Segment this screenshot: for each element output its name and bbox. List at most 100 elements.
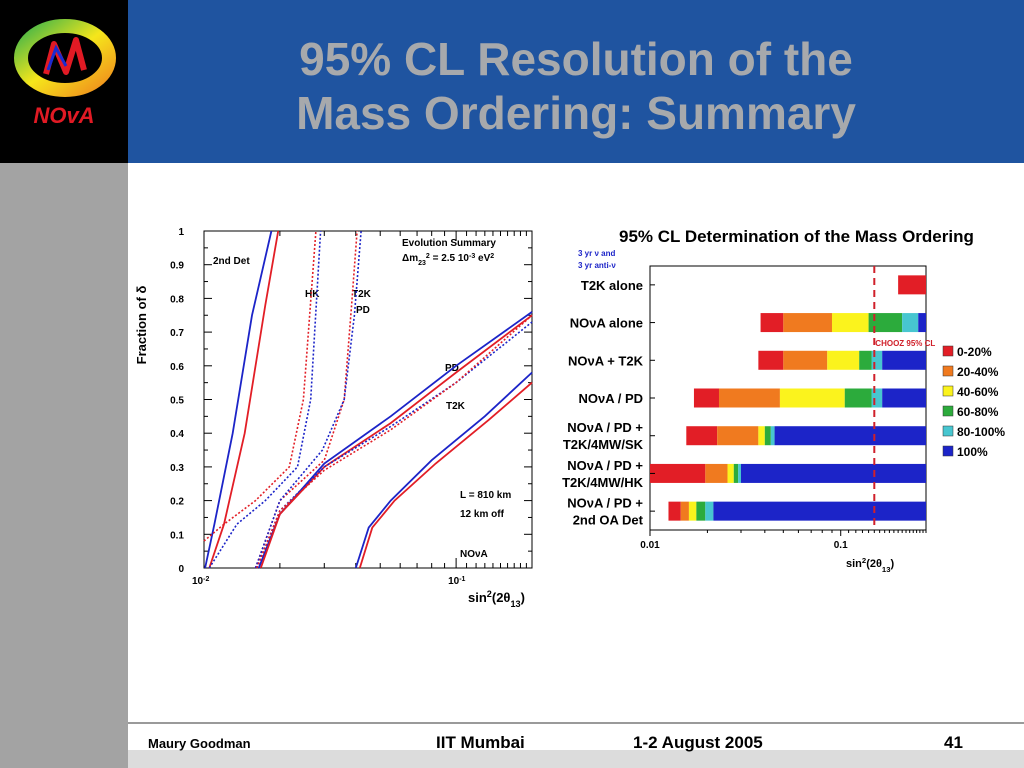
legend-swatch bbox=[942, 445, 954, 457]
row-label: 2nd OA Det bbox=[573, 513, 644, 528]
sensitivity-curve-2 bbox=[204, 230, 273, 569]
bar-segment bbox=[718, 388, 780, 408]
row-label: NOνA / PD + bbox=[567, 496, 643, 511]
x-tick-label: 0.1 bbox=[834, 540, 848, 551]
bar-segment bbox=[650, 463, 706, 483]
y-axis-label: Fraction of δ bbox=[134, 286, 149, 365]
legend-swatch bbox=[942, 425, 954, 437]
legend-line2: Δm232 = 2.5 10-3 eV2 bbox=[402, 253, 494, 267]
footer-venue: IIT Mumbai bbox=[436, 733, 525, 752]
legend-title: Evolution Summary bbox=[402, 238, 496, 249]
sensitivity-curve-12 bbox=[358, 381, 533, 569]
bar-segment bbox=[764, 426, 771, 446]
bar-segment bbox=[713, 501, 926, 521]
y-tick-label: 0.7 bbox=[170, 328, 184, 339]
annotation-t2k-top: T2K bbox=[352, 289, 372, 300]
y-tick-label: 0.4 bbox=[170, 429, 184, 440]
slide-title: 95% CL Resolution of the Mass Ordering: … bbox=[128, 32, 1024, 140]
bar-segment bbox=[705, 501, 714, 521]
annotation-nova: NOνA bbox=[460, 549, 488, 560]
bar-segment bbox=[918, 313, 926, 333]
y-tick-label: 1 bbox=[178, 227, 184, 238]
bar-segment bbox=[738, 463, 741, 483]
bar-segment bbox=[705, 463, 728, 483]
sensitivity-curve-11 bbox=[354, 371, 533, 569]
row-label: NOνA / PD + bbox=[567, 458, 643, 473]
legend-label: 80-100% bbox=[957, 425, 1005, 439]
y-tick-label: 0 bbox=[178, 564, 184, 575]
bar-segment bbox=[758, 350, 784, 370]
chooz-limit-label: CHOOZ 95% CL bbox=[875, 339, 935, 348]
annotation-t2k: T2K bbox=[446, 401, 466, 412]
bar-segment bbox=[827, 350, 860, 370]
sensitivity-curve-8 bbox=[259, 314, 533, 569]
bar-segment bbox=[680, 501, 689, 521]
legend-swatch bbox=[942, 405, 954, 417]
y-tick-label: 0.9 bbox=[170, 261, 184, 272]
row-label: NOνA alone bbox=[570, 316, 643, 331]
bar-segment bbox=[688, 501, 697, 521]
sensitivity-curve-7 bbox=[257, 311, 533, 569]
fraction-of-delta-chart: 0 0.1 0.2 0.3 0.4 0.5 0.6 0.7 0.8 0.9 1 10-2 10-1sin… bbox=[134, 227, 533, 609]
legend-label: 100% bbox=[957, 445, 988, 459]
y-tick-label: 0.3 bbox=[170, 463, 184, 474]
footer-rule bbox=[128, 722, 1024, 724]
legend-swatch bbox=[942, 345, 954, 357]
footer-band bbox=[128, 750, 1024, 768]
sensitivity-curve-1 bbox=[208, 230, 280, 569]
bar-segment bbox=[783, 350, 828, 370]
row-label: T2K/4MW/HK bbox=[562, 475, 644, 490]
legend-label: 60-80% bbox=[957, 405, 999, 419]
chart-subtitle-line2: 3 yr anti-ν bbox=[578, 261, 616, 270]
row-label: NOνA / PD + bbox=[567, 420, 643, 435]
row-label: T2K alone bbox=[581, 278, 643, 293]
bar-segment bbox=[882, 388, 926, 408]
bar-segment bbox=[871, 388, 883, 408]
bar-segment bbox=[868, 313, 903, 333]
bar-segment bbox=[871, 350, 883, 370]
chart-subtitle-line1: 3 yr ν and bbox=[578, 249, 615, 258]
row-label: NOνA + T2K bbox=[568, 353, 644, 368]
x-tick-label: 10-1 bbox=[448, 576, 465, 588]
sensitivity-curve-4 bbox=[203, 230, 317, 542]
bar-segment bbox=[686, 426, 718, 446]
chart-title: 95% CL Determination of the Mass Orderin… bbox=[619, 227, 974, 246]
y-tick-label: 0.5 bbox=[170, 396, 184, 407]
legend-swatch bbox=[942, 385, 954, 397]
bar-segment bbox=[727, 463, 734, 483]
bar-segment bbox=[770, 426, 775, 446]
annotation-hk: HK bbox=[305, 289, 320, 300]
bar-segment bbox=[859, 350, 872, 370]
y-tick-label: 0.1 bbox=[170, 530, 184, 541]
row-label: T2K/4MW/SK bbox=[563, 437, 644, 452]
bar-segment bbox=[696, 501, 706, 521]
bar-segment bbox=[783, 313, 832, 333]
bar-segment bbox=[898, 275, 926, 295]
footer-date: 1-2 August 2005 bbox=[633, 733, 763, 752]
bar-segment bbox=[733, 463, 739, 483]
sensitivity-curve-6 bbox=[254, 230, 362, 569]
y-tick-label: 0.2 bbox=[170, 497, 184, 508]
bar-segment bbox=[740, 463, 926, 483]
title-line-1: 95% CL Resolution of the bbox=[299, 33, 853, 85]
y-tick-label: 0.6 bbox=[170, 362, 184, 373]
left-sidebar-bar bbox=[0, 163, 128, 768]
x-tick-label: 0.01 bbox=[640, 540, 660, 551]
bar-segment bbox=[844, 388, 872, 408]
annotation-offaxis: 12 km off bbox=[460, 509, 505, 520]
x-axis-label: sin2(2θ13) bbox=[468, 589, 525, 609]
footer-author: Maury Goodman bbox=[148, 736, 251, 751]
footer-page-number: 41 bbox=[944, 733, 963, 752]
svg-text:NOvA: NOvA bbox=[33, 103, 94, 128]
x-axis-label: sin2(2θ13) bbox=[846, 556, 894, 574]
bar-segment bbox=[668, 501, 681, 521]
legend-swatch bbox=[942, 365, 954, 377]
bar-segment bbox=[758, 426, 765, 446]
sensitivity-curve-10 bbox=[256, 314, 533, 569]
legend-label: 0-20% bbox=[957, 345, 992, 359]
bar-segment bbox=[693, 388, 719, 408]
bar-segment bbox=[882, 350, 926, 370]
x-tick-label: 10-2 bbox=[192, 576, 209, 588]
sensitivity-curve-5 bbox=[254, 230, 358, 569]
sensitivity-curve-3 bbox=[208, 230, 322, 569]
